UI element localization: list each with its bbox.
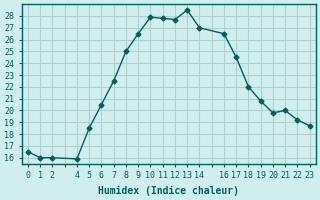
X-axis label: Humidex (Indice chaleur): Humidex (Indice chaleur) (98, 186, 239, 196)
